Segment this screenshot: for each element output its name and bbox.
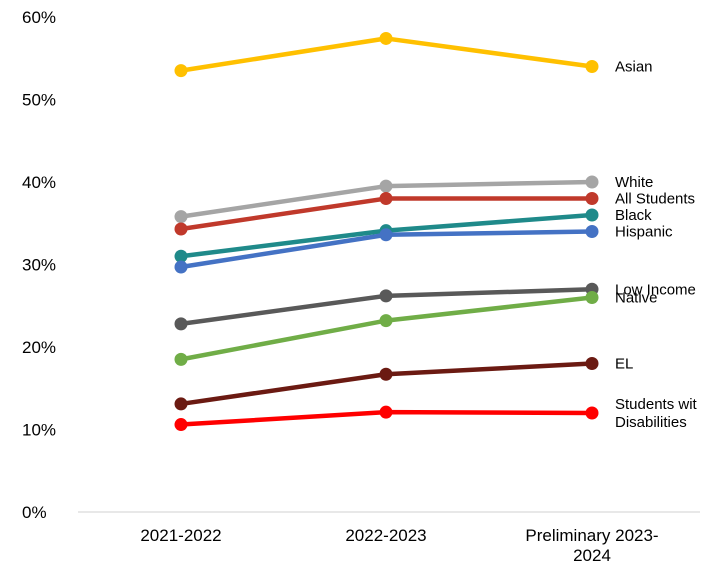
data-point-native-3: [586, 291, 599, 304]
data-point-native-1: [175, 353, 188, 366]
data-point-all-students-1: [175, 223, 188, 236]
y-tick-label-0: 0%: [22, 503, 47, 522]
y-tick-label-30: 30%: [22, 256, 56, 275]
y-tick-label-60: 60%: [22, 8, 56, 27]
y-tick-label-40: 40%: [22, 173, 56, 192]
data-point-students-with-disabilities-3: [586, 407, 599, 420]
series-el: [175, 357, 599, 410]
series-label-native: Native: [615, 290, 658, 307]
series-label-black: Black: [615, 207, 652, 224]
x-tick-label-2021-2022: 2021-2022: [140, 526, 221, 545]
data-point-el-3: [586, 357, 599, 370]
data-point-students-with-disabilities-2: [380, 406, 393, 419]
y-tick-label-10: 10%: [22, 421, 56, 440]
data-point-el-1: [175, 397, 188, 410]
series-label-hispanic: Hispanic: [615, 224, 673, 241]
data-point-low-income-2: [380, 289, 393, 302]
data-point-hispanic-2: [380, 228, 393, 241]
series-students-with-disabilities: [175, 406, 599, 431]
series-layer: [175, 32, 599, 431]
data-point-asian-3: [586, 60, 599, 73]
data-point-native-2: [380, 314, 393, 327]
data-point-all-students-3: [586, 192, 599, 205]
y-axis-ticks: 0% 10% 20% 30% 40% 50% 60%: [22, 8, 56, 522]
data-point-asian-2: [380, 32, 393, 45]
y-tick-label-20: 20%: [22, 338, 56, 357]
y-tick-label-50: 50%: [22, 91, 56, 110]
data-point-hispanic-3: [586, 225, 599, 238]
data-point-asian-1: [175, 64, 188, 77]
data-point-white-2: [380, 180, 393, 193]
x-tick-label-preliminary-2023-2024: Preliminary 2023-2024: [525, 526, 658, 565]
data-point-hispanic-1: [175, 260, 188, 273]
series-label-white: White: [615, 174, 653, 191]
x-tick-label-2022-2023: 2022-2023: [345, 526, 426, 545]
series-asian: [175, 32, 599, 77]
series-line-native: [181, 298, 592, 360]
series-label-asian: Asian: [615, 59, 653, 76]
data-point-students-with-disabilities-1: [175, 418, 188, 431]
data-point-el-2: [380, 368, 393, 381]
series-label-students-with-disabilities: Students wit Disabilities: [615, 396, 698, 431]
data-point-low-income-1: [175, 317, 188, 330]
data-point-white-3: [586, 176, 599, 189]
series-label-all-students: All Students: [615, 191, 695, 208]
data-point-white-1: [175, 210, 188, 223]
x-axis-ticks: 2021-2022 2022-2023 Preliminary 2023-2024: [140, 526, 658, 565]
data-point-black-3: [586, 209, 599, 222]
data-point-all-students-2: [380, 192, 393, 205]
series-label-el: EL: [615, 356, 633, 373]
